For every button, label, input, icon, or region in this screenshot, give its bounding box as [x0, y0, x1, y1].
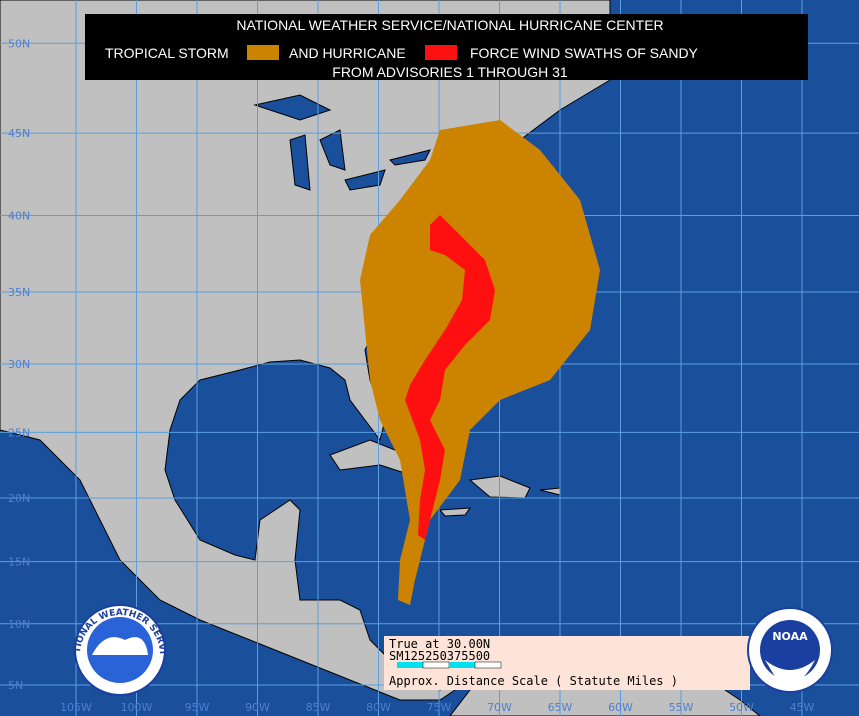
scale-text: True at 30.00N [389, 637, 490, 651]
lon-label: 50W [729, 701, 754, 714]
noaa-logo: NOAA [747, 607, 833, 693]
lon-label: 45W [790, 701, 815, 714]
scale-bar [422, 661, 450, 669]
lon-label: 55W [669, 701, 694, 714]
lat-label: 15N [8, 556, 30, 569]
lon-label: 75W [427, 701, 452, 714]
lon-label: 80W [366, 701, 391, 714]
legend-text: TROPICAL STORM [105, 45, 229, 61]
legend-title: NATIONAL WEATHER SERVICE/NATIONAL HURRIC… [236, 17, 663, 33]
legend-swatch [425, 45, 457, 60]
legend-text: AND HURRICANE [289, 45, 406, 61]
lat-label: 30N [8, 358, 30, 371]
tropical-storm-swath [360, 120, 600, 605]
scale-bar [397, 662, 423, 668]
logo-cloud [92, 637, 148, 655]
lon-label: 90W [245, 701, 270, 714]
lon-label: 95W [185, 701, 210, 714]
lon-label: 60W [608, 701, 633, 714]
lat-label: 50N [8, 37, 30, 50]
lon-label: 105W [60, 701, 92, 714]
scale-bar [449, 662, 475, 668]
logo-center [760, 620, 820, 680]
logo-text: NOAA [772, 630, 808, 643]
legend-swatch [247, 45, 279, 60]
legend-text: FROM ADVISORIES 1 THROUGH 31 [332, 64, 568, 80]
lat-label: 40N [8, 210, 30, 223]
lat-label: 10N [8, 618, 30, 631]
lat-label: 25N [8, 426, 30, 439]
lon-label: 100W [121, 701, 153, 714]
great-lakes [253, 94, 431, 191]
scale-bar [474, 661, 502, 669]
lon-label: 65W [548, 701, 573, 714]
scale-text: Approx. Distance Scale ( Statute Miles ) [389, 674, 678, 688]
scale-text: SM125250375500 [389, 649, 490, 663]
lon-label: 85W [306, 701, 331, 714]
legend-text: FORCE WIND SWATHS OF SANDY [470, 45, 699, 61]
lat-label: 35N [8, 286, 30, 299]
lon-label: 70W [487, 701, 512, 714]
lat-label: 20N [8, 492, 30, 505]
lat-label: 5N [8, 679, 23, 692]
logo-gull [765, 660, 815, 686]
lat-label: 45N [8, 127, 30, 140]
hurricane-swath [405, 215, 495, 540]
